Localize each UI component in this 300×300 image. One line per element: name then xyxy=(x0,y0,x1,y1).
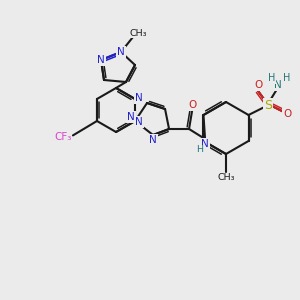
Text: CH₃: CH₃ xyxy=(217,173,235,182)
Text: N: N xyxy=(135,117,143,127)
Text: N: N xyxy=(201,139,209,149)
Text: H: H xyxy=(283,73,290,83)
Text: N: N xyxy=(274,80,282,90)
Text: H: H xyxy=(196,146,204,154)
Text: H: H xyxy=(268,73,275,83)
Text: N: N xyxy=(127,112,135,122)
Text: CF₃: CF₃ xyxy=(54,132,72,142)
Text: O: O xyxy=(254,80,262,90)
Text: O: O xyxy=(283,109,291,119)
Text: N: N xyxy=(149,135,157,145)
Text: CH₃: CH₃ xyxy=(129,28,147,38)
Text: S: S xyxy=(264,99,272,112)
Text: O: O xyxy=(188,100,196,110)
Text: N: N xyxy=(117,47,125,57)
Text: N: N xyxy=(135,93,143,103)
Text: N: N xyxy=(97,55,105,65)
